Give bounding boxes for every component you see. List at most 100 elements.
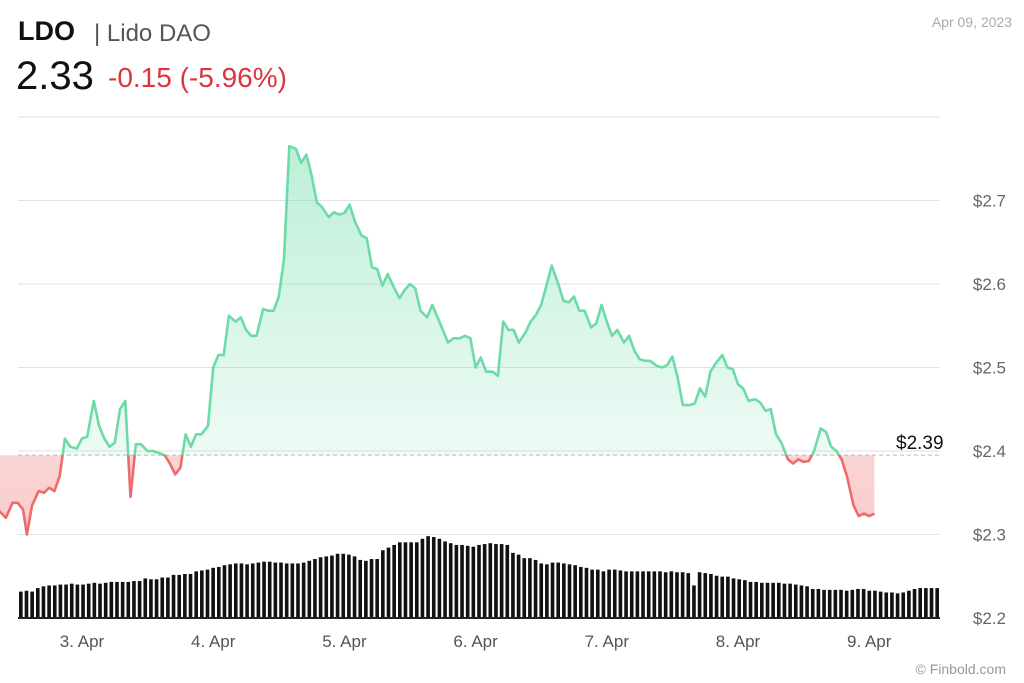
x-tick-label: 4. Apr bbox=[191, 632, 236, 651]
volume-bar bbox=[448, 543, 453, 618]
volume-bar bbox=[652, 571, 657, 618]
volume-bar bbox=[454, 544, 459, 618]
volume-bar bbox=[137, 581, 142, 618]
y-tick-label: $2.2 bbox=[973, 609, 1006, 628]
volume-bar bbox=[414, 542, 419, 618]
volume-bar bbox=[318, 557, 323, 618]
volume-bar bbox=[75, 584, 80, 618]
volume-bar bbox=[47, 585, 51, 618]
volume-bar bbox=[149, 579, 153, 618]
y-tick-label: $2.7 bbox=[973, 192, 1006, 211]
volume-bar bbox=[19, 591, 23, 618]
volume-bar bbox=[731, 578, 736, 618]
x-tick-label: 8. Apr bbox=[716, 632, 761, 651]
current-price: 2.33 bbox=[16, 54, 94, 98]
volume-bar bbox=[426, 536, 430, 618]
volume-bar bbox=[584, 567, 589, 618]
volume-bar bbox=[143, 578, 148, 618]
volume-bar bbox=[313, 559, 317, 618]
volume-bar bbox=[494, 544, 498, 618]
volume-bar bbox=[924, 588, 928, 618]
volume-bar bbox=[782, 583, 787, 618]
volume-bar bbox=[737, 579, 742, 618]
volume-bar bbox=[675, 572, 679, 618]
volume-bar bbox=[680, 572, 685, 618]
price-area bbox=[0, 146, 875, 535]
y-tick-label: $2.5 bbox=[973, 359, 1006, 378]
volume-bar bbox=[562, 563, 566, 618]
volume-bar bbox=[460, 544, 464, 618]
volume-bar bbox=[788, 583, 792, 618]
volume-bar bbox=[822, 589, 826, 618]
volume-bar bbox=[64, 584, 68, 618]
volume-bar bbox=[335, 553, 340, 618]
y-tick-label: $2.6 bbox=[973, 275, 1006, 294]
volume-bar bbox=[539, 563, 544, 618]
volume-bar bbox=[92, 582, 97, 618]
price-lines: $2.39 bbox=[0, 144, 944, 536]
volume-bar bbox=[867, 590, 872, 618]
volume-bar bbox=[895, 593, 900, 618]
volume-bar bbox=[754, 581, 758, 618]
volume-bars bbox=[19, 536, 939, 618]
volume-bar bbox=[528, 558, 532, 618]
volume-bar bbox=[437, 538, 442, 618]
volume-bar bbox=[827, 589, 832, 618]
volume-bar bbox=[658, 571, 662, 618]
volume-bar bbox=[918, 588, 923, 618]
volume-bar bbox=[488, 543, 493, 618]
volume-bar bbox=[245, 564, 249, 618]
volume-bar bbox=[177, 574, 182, 618]
volume-bar bbox=[330, 555, 334, 618]
volume-bar bbox=[120, 581, 125, 618]
volume-bar bbox=[709, 574, 713, 618]
volume-bar bbox=[250, 563, 255, 618]
x-axis: 3. Apr 4. Apr 5. Apr 6. Apr 7. Apr 8. Apr 9. A… bbox=[18, 617, 940, 651]
volume-bar bbox=[720, 576, 725, 618]
volume-bar bbox=[590, 569, 594, 618]
volume-bar bbox=[545, 564, 549, 618]
volume-bar bbox=[52, 585, 57, 618]
volume-bar bbox=[612, 569, 617, 618]
volume-bar bbox=[126, 581, 131, 618]
volume-bar bbox=[726, 576, 730, 618]
volume-bar bbox=[30, 591, 34, 618]
volume-bar bbox=[511, 552, 515, 618]
volume-bar bbox=[850, 589, 855, 618]
volume-bar bbox=[222, 565, 227, 618]
volume-bar bbox=[41, 586, 46, 618]
price-change: -0.15 (-5.96%) bbox=[108, 62, 287, 93]
volume-bar bbox=[533, 559, 538, 618]
volume-bar bbox=[884, 592, 889, 618]
price-line-up bbox=[61, 144, 841, 456]
volume-bar bbox=[579, 566, 583, 618]
x-tick-label: 5. Apr bbox=[322, 632, 367, 651]
volume-bar bbox=[347, 554, 351, 618]
volume-bar bbox=[81, 584, 85, 618]
volume-bar bbox=[844, 590, 849, 618]
volume-bar bbox=[686, 573, 691, 618]
volume-bar bbox=[901, 592, 906, 618]
asset-name: | Lido DAO bbox=[94, 20, 211, 47]
volume-bar bbox=[109, 581, 114, 618]
volume-bar bbox=[205, 569, 210, 618]
volume-bar bbox=[132, 581, 136, 618]
volume-bar bbox=[595, 569, 600, 618]
volume-bar bbox=[262, 561, 266, 618]
volume-bar bbox=[601, 571, 606, 618]
volume-bar bbox=[714, 575, 719, 618]
volume-bar bbox=[692, 585, 696, 618]
chart-date: Apr 09, 2023 bbox=[931, 14, 1012, 30]
volume-bar bbox=[154, 579, 159, 618]
volume-bar bbox=[522, 558, 527, 618]
area-fill-up bbox=[62, 146, 840, 456]
volume-bar bbox=[358, 559, 363, 618]
volume-bar bbox=[776, 582, 781, 618]
source-credit: © Finbold.com bbox=[915, 661, 1006, 677]
volume-bar bbox=[369, 559, 374, 618]
volume-bar bbox=[635, 571, 640, 618]
x-tick-label: 9. Apr bbox=[847, 632, 892, 651]
volume-bar bbox=[805, 586, 809, 618]
volume-bar bbox=[556, 562, 561, 618]
